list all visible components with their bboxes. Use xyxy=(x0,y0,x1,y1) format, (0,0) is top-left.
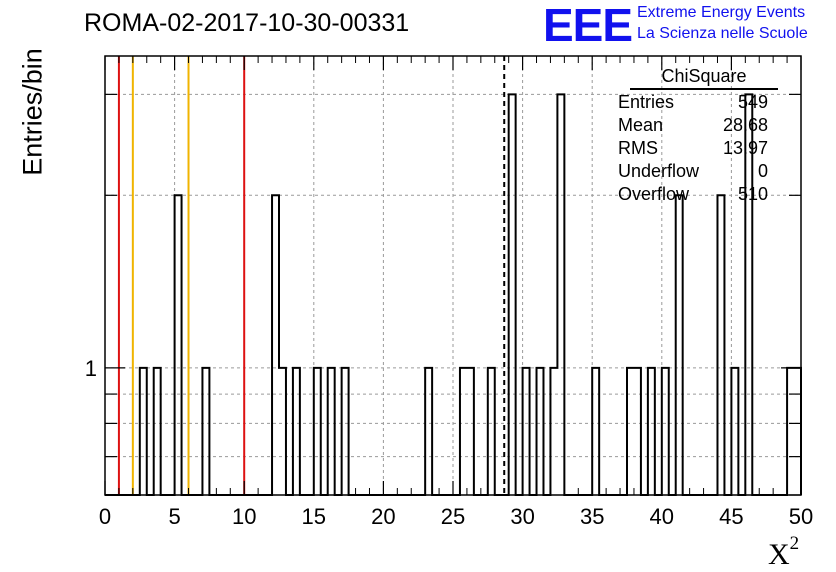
x-tick-label: 35 xyxy=(580,504,604,529)
histogram-bin xyxy=(537,368,544,495)
brand-line-2: La Scienza nelle Scuole xyxy=(637,25,808,42)
histogram-bin xyxy=(460,368,467,495)
histogram-bin xyxy=(550,368,557,495)
x-tick-label: 15 xyxy=(302,504,326,529)
histogram-bin xyxy=(488,368,495,495)
stats-label: RMS xyxy=(618,138,658,158)
histogram-bin xyxy=(272,195,279,495)
stats-row: RMS 13.97 xyxy=(610,137,778,160)
histogram-bin xyxy=(328,368,335,495)
y-tick-label: 1 xyxy=(85,356,97,381)
stats-row: Underflow 0 xyxy=(610,160,778,183)
histogram-bin xyxy=(717,195,724,495)
histogram-bin xyxy=(279,368,286,495)
histogram-bin xyxy=(523,368,530,495)
x-tick-label: 0 xyxy=(99,504,111,529)
histogram-bin xyxy=(676,195,683,495)
stats-label: Entries xyxy=(618,92,675,112)
histogram-bin xyxy=(154,368,161,495)
histogram-bin xyxy=(293,368,300,495)
histogram-bin xyxy=(648,368,655,495)
histogram-bin xyxy=(314,368,321,495)
x-axis-label-base: X xyxy=(768,538,790,571)
histogram-bin xyxy=(202,368,209,495)
x-axis-label-superscript: 2 xyxy=(789,533,800,554)
histogram-bin xyxy=(592,368,599,495)
x-tick-label: 40 xyxy=(650,504,674,529)
x-tick-label: 25 xyxy=(441,504,465,529)
stats-title: ChiSquare xyxy=(630,66,778,90)
histogram-bin xyxy=(557,94,564,495)
x-tick-label: 10 xyxy=(232,504,256,529)
axis-tick-labels: 0 5 10 15 20 25 30 35 40 45 50 1 xyxy=(85,356,813,529)
stats-value: 510 xyxy=(737,184,768,204)
stats-row: Entries 549 xyxy=(610,91,778,114)
brand-line-1: Extreme Energy Events xyxy=(637,4,806,21)
histogram-bin xyxy=(787,368,794,495)
x-axis-label: X2 xyxy=(768,533,799,572)
x-tick-label: 45 xyxy=(719,504,743,529)
y-axis-label: Entries/bin xyxy=(17,48,48,176)
stats-value: 0 xyxy=(757,161,768,181)
x-tick-label: 5 xyxy=(168,504,180,529)
histogram-bin xyxy=(509,94,516,495)
eee-logo: EEE xyxy=(543,0,633,51)
histogram-bin xyxy=(731,368,738,495)
stats-label: Mean xyxy=(618,115,664,135)
x-tick-label: 30 xyxy=(510,504,534,529)
axis-ticks xyxy=(104,56,802,496)
x-tick-label: 20 xyxy=(371,504,395,529)
histogram-bin xyxy=(662,368,669,495)
x-tick-label: 50 xyxy=(789,504,813,529)
stats-label: Underflow xyxy=(618,161,700,181)
stats-value: 13.97 xyxy=(722,138,768,158)
stats-box: ChiSquare Entries 549 Mean 28.68 RMS 13.97 … xyxy=(610,66,778,206)
stats-value: 28.68 xyxy=(722,115,768,135)
histogram-bin xyxy=(175,195,182,495)
histogram-bin xyxy=(627,368,634,495)
stats-label: Overflow xyxy=(618,184,690,204)
stats-row: Mean 28.68 xyxy=(610,114,778,137)
histogram-bin xyxy=(425,368,432,495)
reference-lines xyxy=(117,56,506,495)
chart-title: ROMA-02-2017-10-30-00331 xyxy=(84,9,410,37)
histogram-bin xyxy=(634,368,641,495)
histogram-bin xyxy=(467,368,474,495)
histogram-bin xyxy=(342,368,349,495)
stats-value: 549 xyxy=(737,92,768,112)
histogram-bin xyxy=(794,368,801,495)
stats-row: Overflow 510 xyxy=(610,183,778,206)
histogram-bin xyxy=(140,368,147,495)
